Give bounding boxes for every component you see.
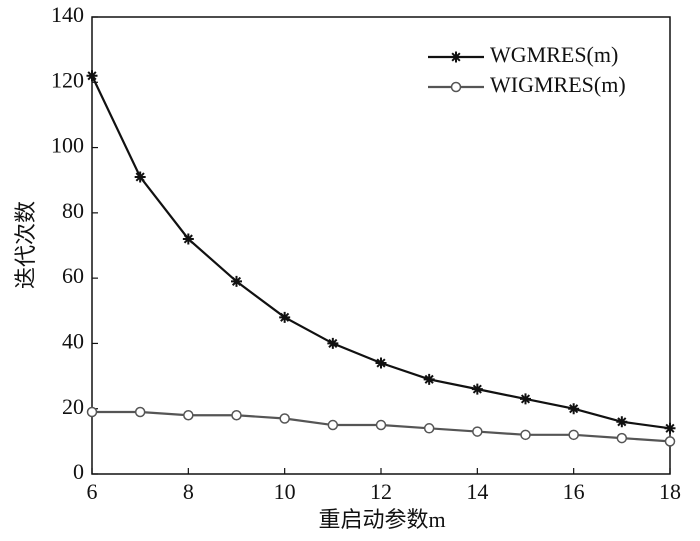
x-tick-label: 8: [183, 479, 194, 504]
star-marker: [231, 275, 242, 287]
y-tick-label: 100: [51, 133, 84, 158]
star-marker: [616, 416, 628, 428]
circle-marker: [472, 426, 483, 437]
star-marker: [134, 171, 146, 183]
circle-marker: [520, 429, 531, 441]
x-tick-label: 14: [466, 479, 488, 504]
y-tick-label: 20: [62, 394, 84, 419]
circle-marker: [86, 406, 98, 418]
x-tick-label: 18: [659, 479, 681, 504]
x-tick-label: 10: [274, 479, 296, 504]
star-marker: [182, 233, 194, 245]
y-axis-label: 迭代次数: [13, 201, 38, 289]
circle-marker: [231, 409, 242, 421]
circle-marker: [616, 432, 628, 444]
series-line: [91, 75, 671, 430]
y-tick-label: 120: [51, 67, 84, 92]
star-marker: [471, 383, 483, 395]
x-tick-label: 12: [370, 479, 392, 504]
y-tick-label: 140: [51, 2, 84, 27]
star-marker: [423, 373, 435, 385]
y-tick-label: 60: [62, 263, 84, 288]
y-tick-label: 80: [62, 198, 84, 223]
circle-marker: [183, 409, 194, 421]
x-tick-label: 16: [563, 479, 585, 504]
star-marker: [450, 51, 462, 63]
circle-marker: [279, 413, 290, 424]
star-marker: [568, 403, 580, 415]
x-axis-label: 重启动参数m: [318, 507, 445, 532]
star-marker: [520, 393, 531, 405]
y-tick-label: 40: [62, 328, 84, 353]
circle-marker: [327, 419, 339, 431]
legend-label: WGMRES(m): [490, 42, 618, 67]
circle-marker: [134, 406, 146, 418]
star-marker: [86, 70, 98, 82]
x-tick-label: 6: [87, 479, 98, 504]
y-tick-label: 0: [73, 459, 84, 484]
circle-marker: [375, 419, 387, 431]
star-marker: [327, 337, 339, 349]
circle-marker: [664, 436, 676, 447]
star-marker: [664, 422, 676, 434]
circle-marker: [423, 423, 435, 434]
star-marker: [279, 311, 291, 323]
star-marker: [375, 357, 387, 369]
circle-marker: [450, 81, 462, 93]
legend-label: WIGMRES(m): [490, 72, 626, 97]
circle-marker: [568, 429, 579, 441]
